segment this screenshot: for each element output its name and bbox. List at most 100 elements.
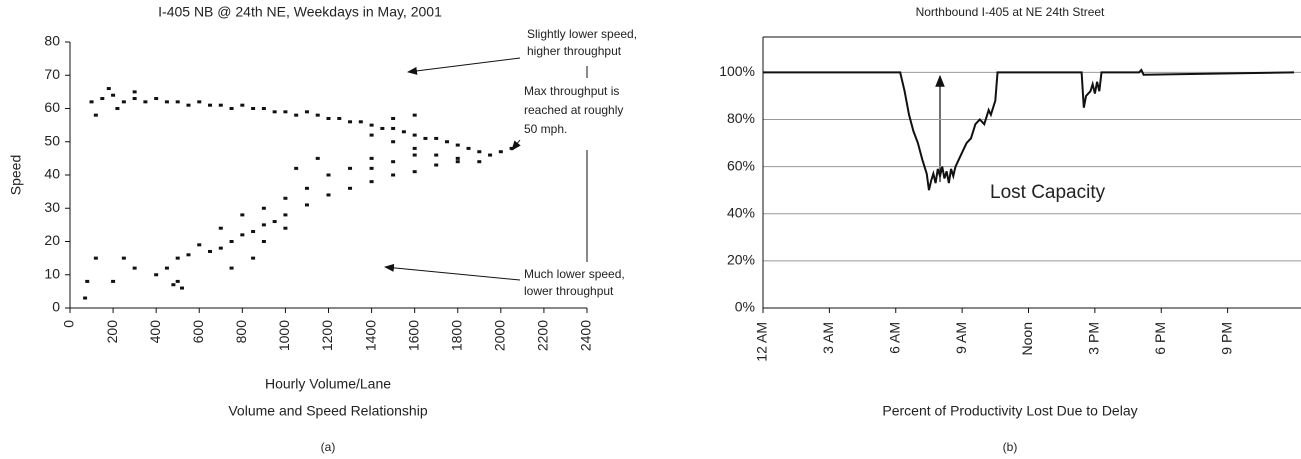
point [455,143,460,147]
caption: (a) [321,440,336,454]
point [197,243,202,247]
point [85,279,90,283]
point [115,107,120,110]
point [477,150,482,154]
point [89,100,94,104]
y-tick-label: 70 [44,66,60,82]
x-tick-label: 0 [61,320,77,328]
point [294,113,299,117]
y-tick-label: 20 [44,232,60,248]
annotation: Slightly lower speed, [527,27,637,41]
y-tick-label: 80% [727,110,755,126]
x-tick-label: 200 [104,320,120,344]
x-axis-label: Hourly Volume/Lane [265,376,391,392]
point [326,116,331,120]
x-tick-label: 1200 [319,320,335,351]
point [315,113,320,117]
y-tick-label: 50 [44,132,60,148]
point [369,156,374,160]
x-tick-label: 600 [190,320,206,344]
point [304,186,309,190]
point [106,87,111,91]
x-tick-label: 6 PM [1152,322,1168,355]
point [412,153,417,157]
point [251,256,256,260]
point [444,140,449,144]
y-tick-label: 10 [44,265,60,281]
point [391,116,396,120]
point [121,256,126,260]
point [509,146,514,150]
x-tick-label: 1000 [276,320,292,351]
point [434,153,439,157]
point [272,220,277,224]
annotation: lower throughput [524,284,614,298]
y-tick-label: 80 [44,33,60,49]
point [326,193,331,197]
y-tick-label: 0 [52,299,60,315]
point [315,156,320,160]
point [132,90,137,94]
arrow [384,263,521,281]
x-tick-label: 3 AM [820,322,836,354]
y-tick-label: 40% [727,204,755,220]
point [283,196,288,200]
y-tick-label: 60 [44,99,60,115]
y-tick-label: 60% [727,157,755,173]
annotation: 50 mph. [524,122,567,136]
point [401,130,406,134]
x-tick-label: 6 AM [886,322,902,354]
point [369,123,374,127]
point [498,150,503,154]
x-tick-label: 800 [233,320,249,344]
point [348,186,353,190]
point [240,213,245,217]
chart-title: Northbound I-405 at NE 24th Street [916,5,1105,19]
point [283,226,288,230]
point [229,266,234,270]
point [369,180,374,184]
point [93,256,98,260]
point [154,273,159,277]
point [251,230,256,234]
point [348,120,353,124]
y-tick-label: 40 [44,166,60,182]
x-tick-label: 9 PM [1218,322,1234,355]
point [358,120,363,124]
point [455,156,460,160]
point [391,140,396,144]
point [175,256,180,260]
y-tick-label: 20% [727,252,755,268]
x-tick-label: 12 AM [754,322,770,362]
point [143,100,148,104]
point [455,160,460,164]
point [164,266,169,270]
subtitle: Percent of Productivity Lost Due to Dela… [882,403,1137,419]
arrow [407,57,521,75]
x-tick-label: 9 AM [953,322,969,354]
x-tick-label: 1800 [448,320,464,351]
annotation: Max throughput is [524,84,619,98]
point [229,240,234,243]
point [348,166,353,170]
point [208,249,213,253]
point [261,223,266,227]
x-tick-label: 3 PM [1086,322,1102,355]
point [412,170,417,174]
point [100,97,105,101]
point [132,266,137,270]
point [434,163,439,167]
x-tick-label: 2000 [492,320,508,351]
x-tick-label: 1600 [405,320,421,351]
point [208,103,213,107]
point [304,203,309,207]
annotation: Much lower speed, [524,267,625,281]
point [240,233,245,237]
point [391,160,396,164]
annotation: reached at roughly [524,103,623,117]
point [477,160,482,164]
point [180,286,185,290]
point [154,97,159,101]
point [218,226,223,230]
annotation: higher throughput [527,44,622,58]
